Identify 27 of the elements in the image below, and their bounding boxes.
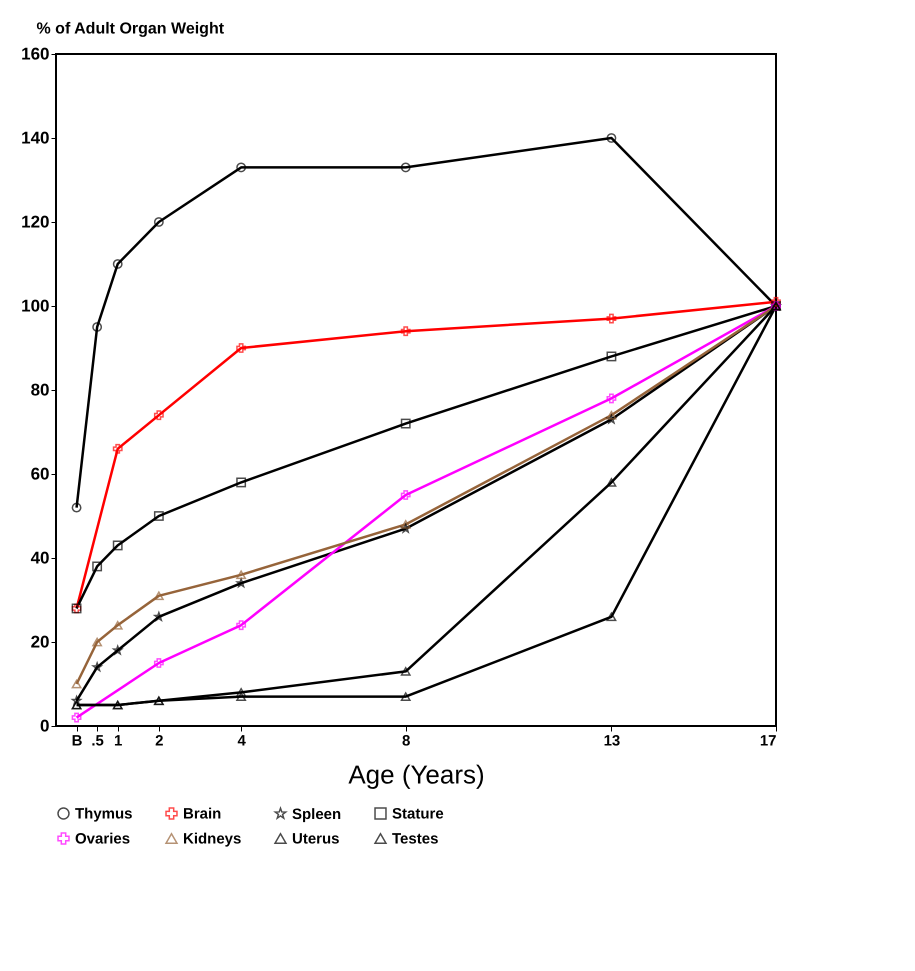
y-tick-label: 120 (21, 212, 50, 232)
x-axis-title: Age (Years) (348, 760, 485, 790)
x-tick-label: .5 (91, 732, 104, 750)
legend-label: Thymus (75, 806, 133, 823)
legend-label: Stature (392, 806, 444, 823)
x-tick-label: 8 (402, 732, 410, 750)
legend-label: Brain (183, 806, 222, 823)
y-tick-label: 40 (30, 548, 50, 568)
legend-label: Testes (392, 830, 438, 848)
x-tick-label: B (72, 732, 83, 750)
y-tick-label: 160 (21, 44, 50, 64)
x-tick-label: 17 (760, 732, 776, 750)
y-tick-label: 140 (21, 128, 50, 148)
y-tick-label: 0 (40, 716, 50, 736)
x-tick-label: 2 (155, 732, 164, 750)
legend-label: Spleen (292, 806, 342, 823)
legend-label: Kidneys (183, 830, 242, 848)
y-tick-label: 100 (21, 296, 50, 316)
x-tick-label: 13 (604, 732, 620, 750)
y-tick-label: 20 (30, 632, 50, 652)
x-tick-label: 4 (237, 732, 246, 750)
y-tick-label: 60 (30, 464, 50, 484)
y-axis-title: % of Adult Organ Weight (36, 20, 225, 38)
legend-label: Ovaries (75, 830, 130, 848)
x-tick-label: 1 (114, 732, 122, 750)
y-tick-label: 80 (30, 380, 50, 400)
legend-label: Uterus (292, 830, 340, 848)
